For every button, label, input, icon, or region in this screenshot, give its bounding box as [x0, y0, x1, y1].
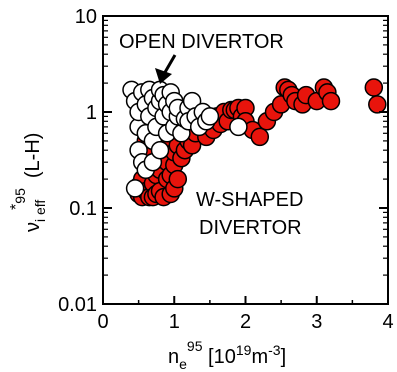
y-tick-label: 10 — [75, 6, 97, 28]
x-label-sup: 95 — [187, 338, 203, 354]
annotation-w-shaped-line2: DIVERTOR — [199, 217, 302, 239]
x-tick-label: 1 — [169, 311, 180, 333]
annotation-w-shaped-line1: W-SHAPED — [196, 189, 303, 211]
x-label-main: n — [168, 346, 179, 368]
y-axis-label: * νi eff95 (L-H) — [8, 133, 48, 232]
annotation-arrow — [155, 54, 177, 84]
w-shaped-point — [321, 91, 341, 111]
svg-text:νi eff95(L-H): νi eff95 (L-H) — [12, 133, 48, 232]
x-axis-label: ne95 [1019m-3] — [168, 338, 286, 372]
x-label-exp: 19 — [236, 342, 252, 358]
open-divertor-point — [125, 179, 145, 198]
x-tick-label: 0 — [97, 311, 108, 333]
w-shaped-point — [250, 127, 270, 147]
x-label-unit: m — [251, 346, 268, 368]
y-tick-label: 0.01 — [58, 294, 97, 316]
axis-ticks: 0 1 2 3 4 0.01 0.1 1 10 — [58, 6, 394, 333]
w-shaped-point — [168, 169, 188, 189]
w-shaped-point — [364, 78, 384, 97]
y-label-sub: i eff — [32, 200, 48, 222]
x-label-bracket-close: ] — [281, 346, 287, 368]
w-shaped-point — [368, 95, 387, 114]
x-label-sub: e — [179, 356, 187, 372]
y-label-main: ν — [22, 222, 44, 232]
open-divertor-point — [229, 117, 248, 137]
x-label-bracket-open: [10 — [203, 346, 236, 368]
y-label-suffix: (L-H) — [22, 133, 44, 179]
open-divertor-point — [150, 140, 170, 160]
y-label-sup: 95 — [12, 188, 28, 204]
y-tick-label: 1 — [86, 102, 97, 124]
x-tick-label: 3 — [311, 311, 322, 333]
y-label-star: * — [8, 204, 25, 210]
x-tick-label: 4 — [382, 311, 393, 333]
open-divertor-series — [122, 80, 248, 198]
open-divertor-point — [200, 107, 220, 126]
y-tick-label: 0.1 — [69, 198, 97, 220]
x-tick-label: 2 — [240, 311, 251, 333]
annotation-open-divertor: OPEN DIVERTOR — [119, 31, 284, 53]
x-label-unit-exp: -3 — [268, 342, 281, 358]
